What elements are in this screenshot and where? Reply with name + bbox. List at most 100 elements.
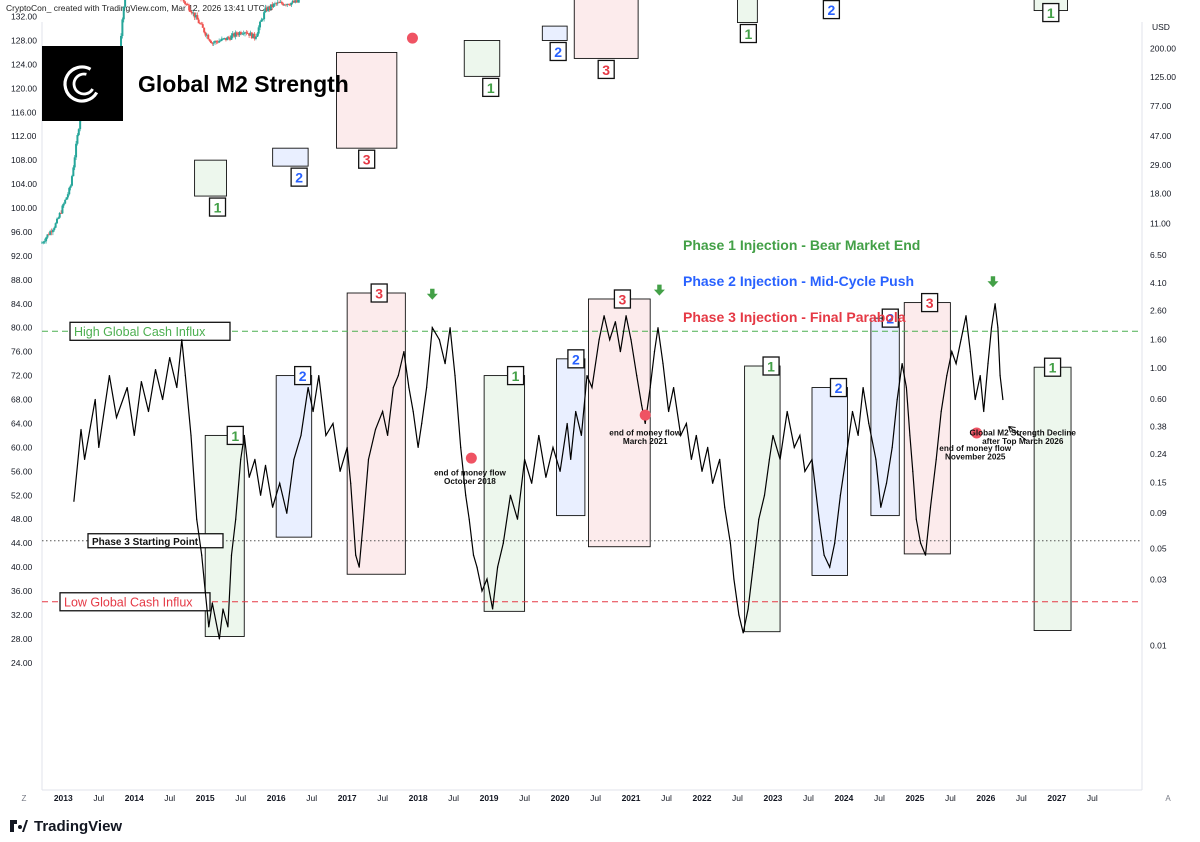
m2-data-point [969,351,971,353]
price-candle-body [77,129,80,136]
phase-3-label-box [370,283,388,303]
m2-data-point [272,506,274,508]
price-candle-body [57,217,60,219]
price-candle-body [237,34,240,36]
phase-3-label-box [613,289,632,309]
x-axis-tick-label: Jul [661,793,672,803]
right-axis-tick-label: 125.00 [1150,72,1176,82]
phase-2-label: 2 [295,170,303,186]
x-axis-tick-label: Jul [377,793,388,803]
left-axis-tick-label: 116.00 [11,107,37,117]
m2-data-point [901,363,903,365]
phase-1-label: 1 [744,26,752,42]
m2-data-point [176,386,178,389]
m2-data-point [325,434,327,437]
price-candle-body [72,167,75,177]
m2-data-point [786,410,788,413]
m2-data-point [779,458,781,460]
m2-data-point [497,566,499,568]
price-candle-body [192,12,195,14]
m2-data-point [133,434,135,437]
price-candle-body [45,237,48,242]
m2-data-point [834,542,836,544]
price-candle-body [188,5,191,11]
price-candle-body [291,0,294,3]
m2-data-point [772,434,774,437]
price-candle-body [287,3,290,5]
m2-data-point [502,542,504,544]
m2-data-point [140,380,142,383]
price-candle-body [254,36,257,39]
down-arrow-icon [653,284,665,296]
left-axis-tick-label: 40.00 [11,562,33,572]
m2-data-point [729,542,731,544]
tradingview-brand[interactable]: TradingView [8,818,122,835]
price-candle-body [238,32,241,36]
x-axis-corner-right[interactable]: A [1165,794,1171,803]
m2-data-point [598,339,600,341]
left-axis-tick-label: 32.00 [11,610,33,620]
m2-data-point [350,482,352,484]
price-candle-body [194,15,197,18]
price-candle-body [231,33,234,36]
m2-data-point [575,410,577,413]
x-axis-tick-label: Jul [519,793,530,803]
m2-data-point [431,327,433,329]
left-axis-tick-label: 28.00 [11,634,33,644]
m2-data-point [955,363,957,365]
m2-strength-line [73,303,1004,640]
right-axis-tick-label: 0.01 [1150,641,1167,651]
price-candle-body [224,37,227,41]
phase-1-label: 1 [512,368,520,384]
right-axis-tick-label: 1.00 [1150,363,1167,373]
price-candle-body [294,0,297,3]
x-axis-tick-label: 2015 [196,793,215,803]
price-candle-body [244,32,247,34]
right-axis-tick-label: 47.00 [1150,131,1172,141]
m2-data-point [312,410,314,413]
left-axis-tick-label: 100.00 [11,203,37,213]
m2-data-point [738,614,740,616]
m2-data-point [264,464,267,466]
pointer-arrow-icon [1008,425,1027,441]
price-candle-body [233,33,236,37]
x-axis-corner-left[interactable]: Z [22,794,27,803]
m2-data-point [712,482,714,484]
phase-boxes-layer [194,0,1072,637]
price-candle-body [253,33,256,39]
x-axis-tick-label: Jul [164,793,175,803]
phase-2-label: 2 [886,311,894,327]
m2-data-point [98,446,100,448]
m2-data-point [208,626,210,628]
price-candle-body [79,118,82,130]
x-axis-tick-label: 2020 [551,793,570,803]
price-candle-body [199,23,202,25]
m2-data-point [240,458,242,460]
price-candle-body [265,7,268,11]
phase-1-label-box [762,356,780,376]
x-axis-tick-label: 2027 [1047,793,1066,803]
x-axis-tick-label: 2017 [338,793,357,803]
price-candle-body [252,33,255,39]
x-axis-tick-label: 2018 [409,793,428,803]
m2-data-point [222,608,224,610]
m2-data-point [919,542,922,544]
m2-data-point [162,398,164,401]
phase-2-box [811,387,848,576]
price-candle-body [274,3,277,5]
phase-3-label: 3 [602,62,610,78]
m2-data-point [591,386,593,389]
price-candle-body [248,33,251,36]
price-candle-body [68,187,71,195]
phase-3-label: 3 [363,152,371,168]
m2-data-point [382,410,384,413]
phase-1-label-box [482,77,500,98]
m2-data-point [286,512,288,514]
phase-1-label: 1 [214,200,222,216]
price-candle-body [267,6,270,11]
price-candle-body [226,37,229,41]
phase-2-box [541,25,568,41]
phase-2-label-box [881,308,899,328]
m2-line-layer [73,303,1004,640]
